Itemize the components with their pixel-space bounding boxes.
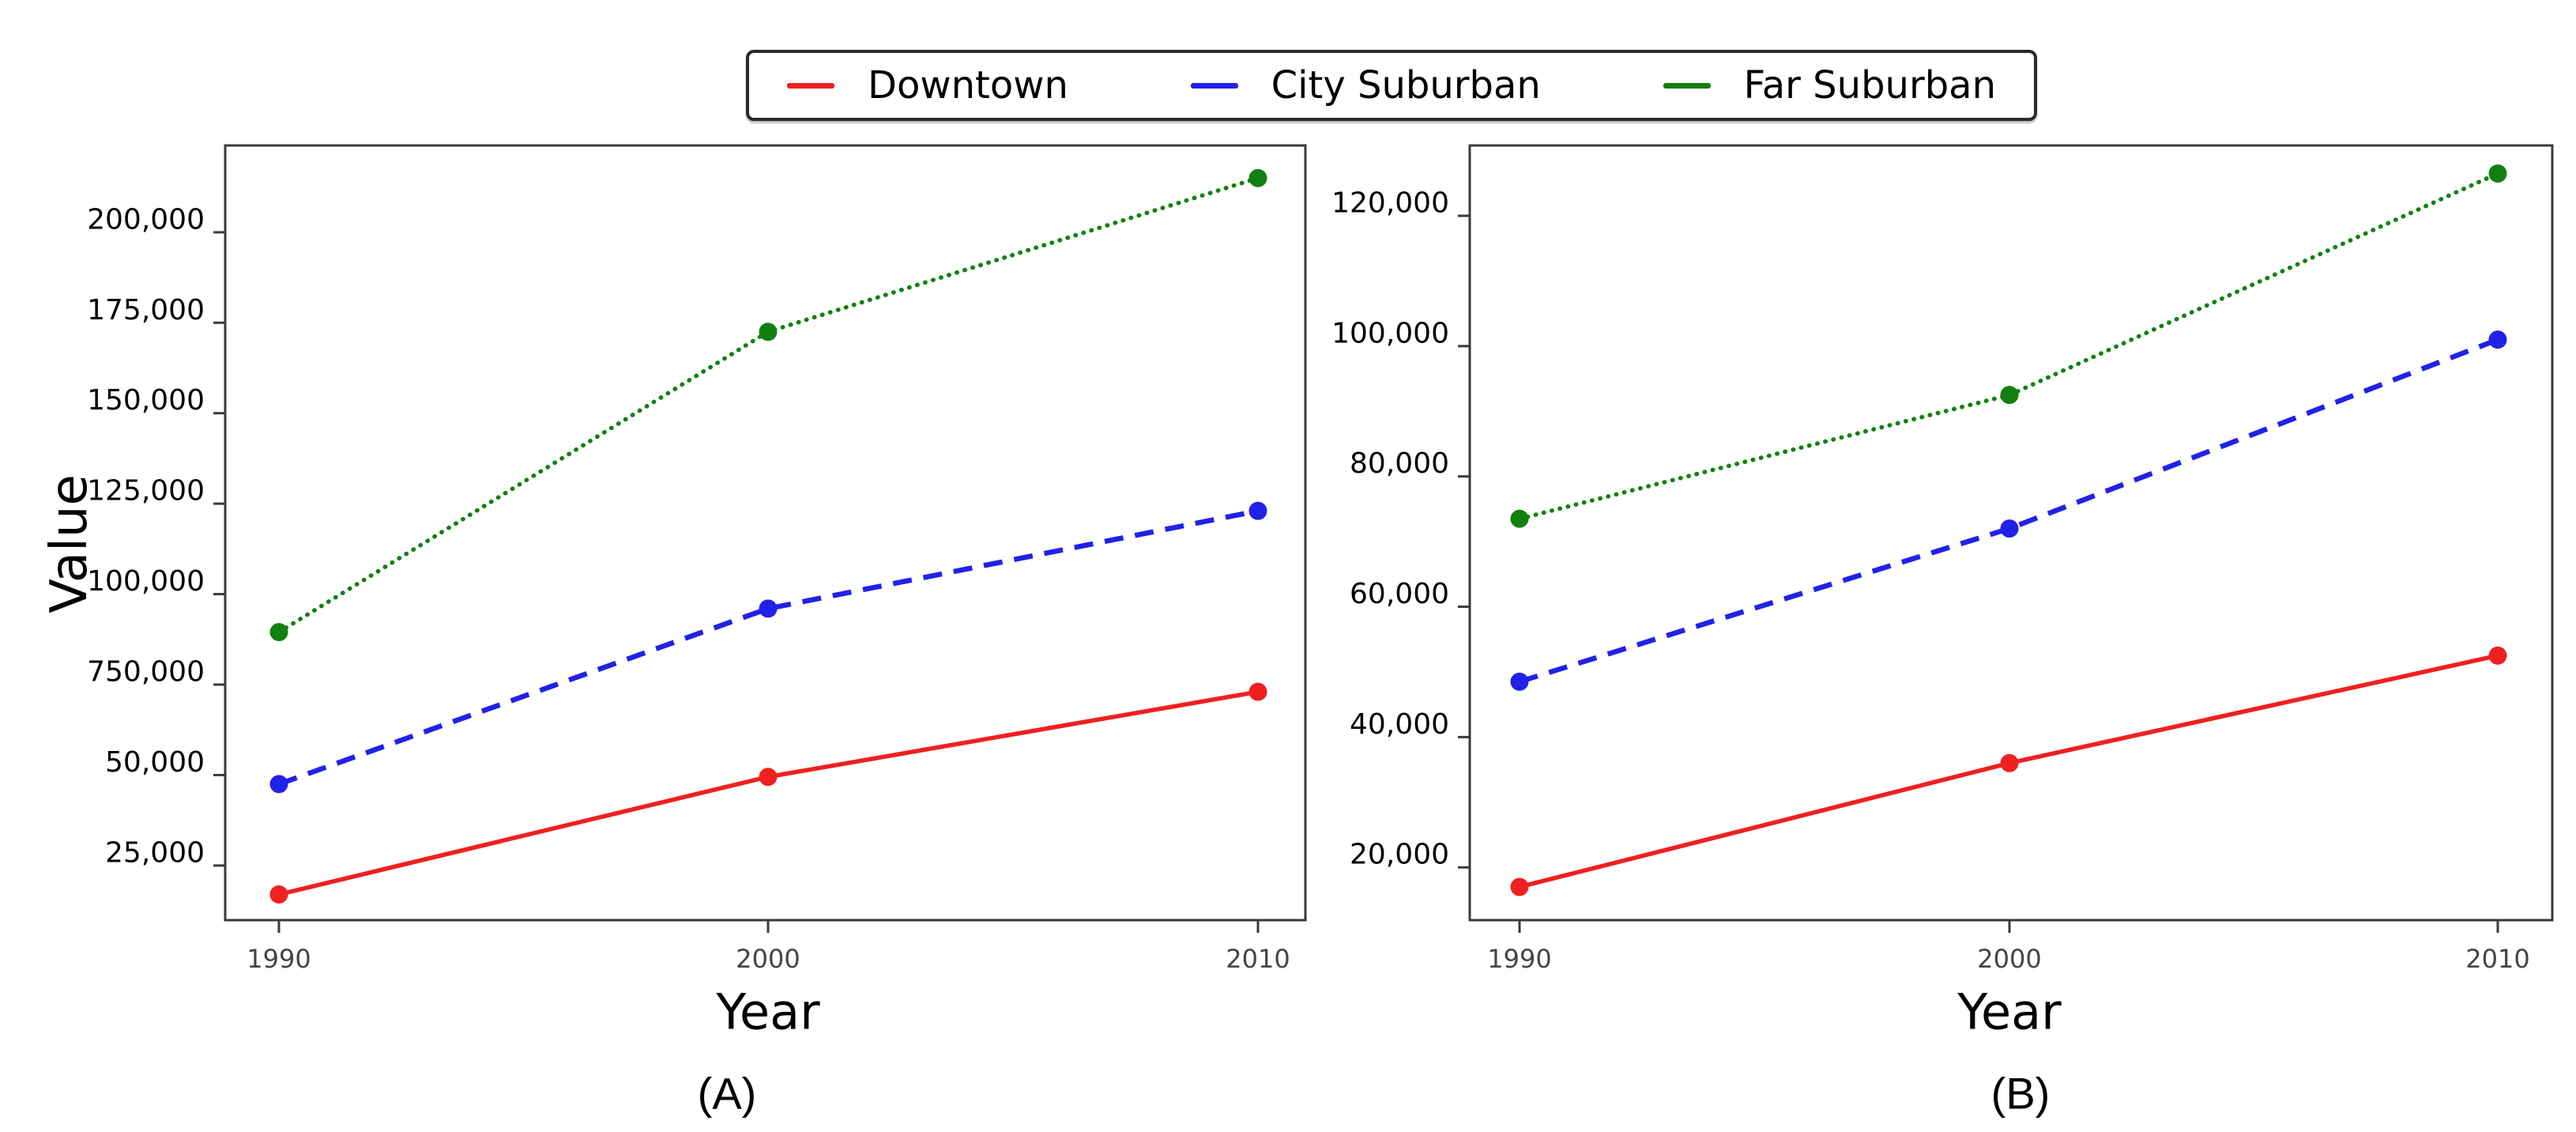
data-point-far-suburban [1248, 168, 1267, 187]
y-tick-label: 60,000 [1350, 578, 1449, 610]
series-line-far-suburban [277, 175, 1260, 635]
legend-item-city-suburban: City Suburban [1190, 63, 1541, 108]
series-line-downtown [278, 689, 1259, 897]
plot-border [1468, 144, 2554, 922]
series-line-far-suburban [1517, 171, 2500, 522]
plot-border [224, 144, 1307, 922]
y-tick-label: 120,000 [1331, 187, 1449, 220]
data-point-city-suburban [1510, 672, 1529, 691]
y-tick-label: 150,000 [87, 384, 205, 417]
y-tick-label: 100,000 [87, 565, 205, 598]
legend: Downtown City Suburban Far Suburban [746, 50, 2037, 121]
y-tick-label: 750,000 [87, 656, 205, 689]
chart-a-plot: 25,000 50,000 750,000 100,000 125,000 150,000… [87, 144, 1307, 974]
series-line-city-suburban [1519, 337, 2499, 685]
series-line-city-suburban [277, 508, 1259, 787]
legend-swatch-far-suburban-line [1663, 82, 1711, 89]
x-tick-label: 1990 [247, 944, 311, 974]
data-point-far-suburban [1510, 509, 1529, 528]
chart-a-ylabel: Value [40, 474, 99, 613]
legend-item-downtown: Downtown [787, 63, 1068, 108]
chart-a-caption: (A) [697, 1068, 757, 1119]
chart-b-caption: (B) [1990, 1068, 2051, 1119]
data-point-far-suburban [2488, 164, 2507, 183]
data-point-city-suburban [269, 775, 288, 794]
legend-label-city-suburban: City Suburban [1271, 63, 1541, 108]
data-point-city-suburban [2488, 330, 2507, 349]
chart-a-xlabel: Year [716, 983, 820, 1041]
x-tick-label: 2010 [1226, 944, 1290, 974]
y-tick-label: 125,000 [87, 475, 205, 508]
y-tick-label: 25,000 [105, 836, 205, 869]
y-tick-label: 175,000 [87, 294, 205, 326]
data-point-downtown [2488, 646, 2507, 665]
legend-label-downtown: Downtown [868, 63, 1068, 108]
data-point-downtown [2000, 753, 2019, 772]
data-point-city-suburban [1248, 501, 1267, 520]
data-point-downtown [759, 768, 778, 787]
legend-swatch-city-suburban-line [1190, 82, 1238, 89]
legend-swatch-downtown-line [787, 82, 834, 89]
y-tick-label: 200,000 [87, 203, 205, 236]
x-tick-label: 2000 [1977, 944, 2041, 974]
y-tick-label: 100,000 [1331, 317, 1449, 349]
legend-label-far-suburban: Far Suburban [1743, 63, 1996, 108]
data-point-city-suburban [2000, 519, 2019, 538]
data-point-city-suburban [759, 599, 778, 618]
data-point-far-suburban [759, 323, 778, 341]
y-tick-label: 20,000 [1350, 839, 1449, 871]
x-tick-label: 1990 [1487, 944, 1551, 974]
y-tick-label: 80,000 [1350, 447, 1449, 480]
chart-b-plot: 20,000 40,000 60,000 80,000 100,000 120,000 19… [1331, 144, 2554, 974]
x-tick-label: 2000 [736, 944, 800, 974]
y-tick-label: 40,000 [1350, 708, 1449, 741]
data-point-downtown [269, 885, 288, 904]
data-point-far-suburban [2000, 386, 2019, 405]
x-tick-label: 2010 [2465, 944, 2529, 974]
data-point-far-suburban [269, 623, 288, 642]
data-point-downtown [1248, 682, 1267, 701]
chart-b-xlabel: Year [1957, 983, 2062, 1041]
data-point-downtown [1510, 877, 1529, 896]
y-tick-label: 50,000 [105, 746, 205, 779]
legend-item-far-suburban: Far Suburban [1663, 63, 1996, 108]
